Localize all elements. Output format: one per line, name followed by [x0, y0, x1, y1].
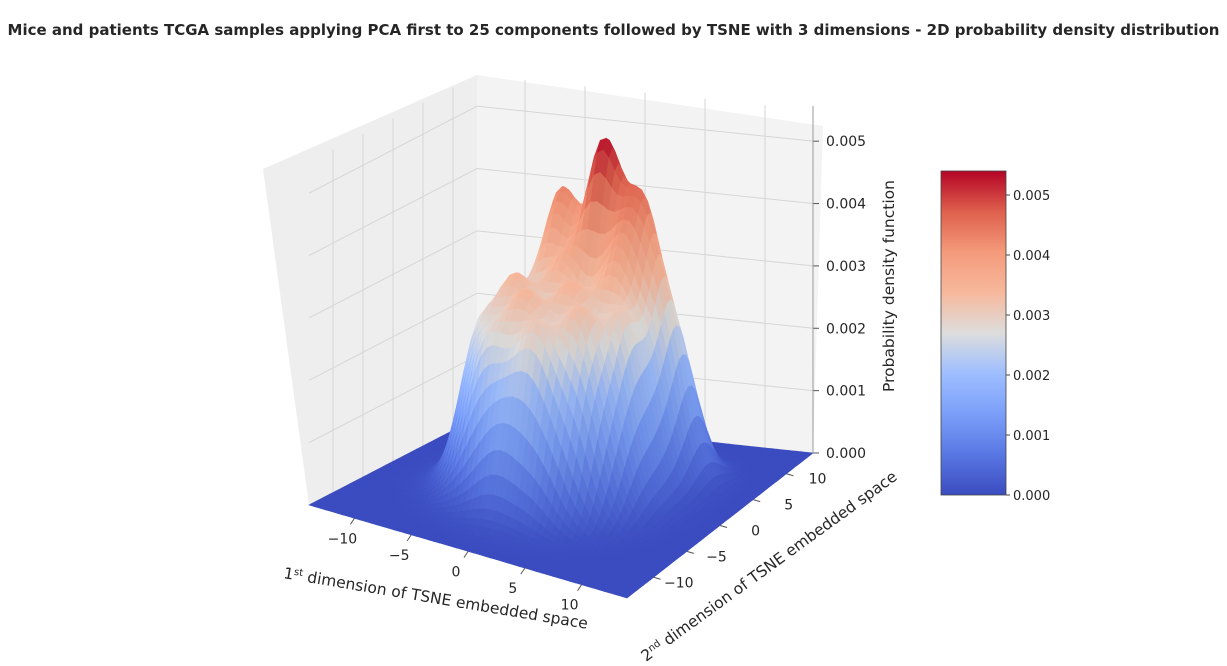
colorbar-ticks: 0.000 0.001 0.002 0.003 0.004 0.005 — [1006, 189, 1050, 504]
y-tick-mark — [753, 499, 761, 503]
chart-title: Mice and patients TCGA samples applying … — [7, 21, 1220, 39]
z-tick-label: 0.005 — [826, 134, 866, 150]
x-tick-mark — [463, 551, 469, 558]
y-tick-mark — [719, 525, 728, 528]
colorbar-tick-label: 0.001 — [1013, 429, 1050, 444]
x-tick-mark — [520, 567, 526, 575]
z-gridline-left — [308, 168, 478, 256]
z-axis-label: Probability density function — [880, 180, 898, 392]
x-tick-label: 0 — [452, 565, 461, 581]
x-tick-mark — [350, 518, 355, 525]
z-tick-label: 0.003 — [826, 259, 866, 275]
x-tick-label: 5 — [508, 581, 517, 597]
z-gridline-left — [308, 230, 478, 319]
y-tick-label: 5 — [784, 498, 793, 514]
y-tick-label: 10 — [809, 472, 827, 488]
colorbar-tick-label: 0.003 — [1013, 309, 1050, 324]
z-tick-label: 0.000 — [826, 446, 866, 462]
x-tick-mark — [577, 584, 582, 591]
z-tick-label: 0.002 — [826, 321, 866, 337]
z-tick-label: 0.001 — [826, 384, 866, 400]
y-tick-mark — [786, 473, 794, 477]
z-gridline-left — [308, 292, 478, 381]
z-gridline-back — [476, 168, 814, 205]
x-tick-label: −5 — [389, 548, 410, 564]
axes-ticks: −10 −5 0 5 10 −10 −5 0 5 10 0.000 0.001 0.002 0.003 0.… — [328, 106, 866, 614]
colorbar-tick-label: 0.002 — [1013, 369, 1050, 384]
colorbar: 0.000 0.001 0.002 0.003 0.004 0.005 — [940, 170, 1050, 504]
z-gridline-left — [308, 355, 478, 444]
colorbar-tick-label: 0.000 — [1013, 489, 1050, 504]
z-tick-label: 0.004 — [826, 197, 866, 213]
colorbar-tick-label: 0.004 — [1013, 249, 1050, 264]
y-tick-label: −5 — [706, 549, 727, 565]
y-tick-label: 0 — [751, 524, 760, 540]
z-gridline-back — [476, 105, 814, 142]
y-tick-mark — [653, 576, 661, 580]
colorbar-gradient — [940, 170, 1007, 496]
z-gridline-left — [308, 105, 478, 194]
density-surface — [308, 137, 814, 599]
surface-facet — [620, 593, 631, 599]
y-tick-mark — [686, 550, 694, 554]
x-axis-label-text: dimension of TSNE embedded space — [301, 567, 589, 632]
x-axis-label: 1st dimension of TSNE embedded space — [282, 564, 589, 633]
x-tick-mark — [406, 534, 412, 542]
x-tick-label: 10 — [561, 598, 579, 614]
y-tick-label: −10 — [664, 575, 694, 591]
x-tick-label: −10 — [328, 531, 358, 547]
colorbar-tick-label: 0.005 — [1013, 189, 1050, 204]
